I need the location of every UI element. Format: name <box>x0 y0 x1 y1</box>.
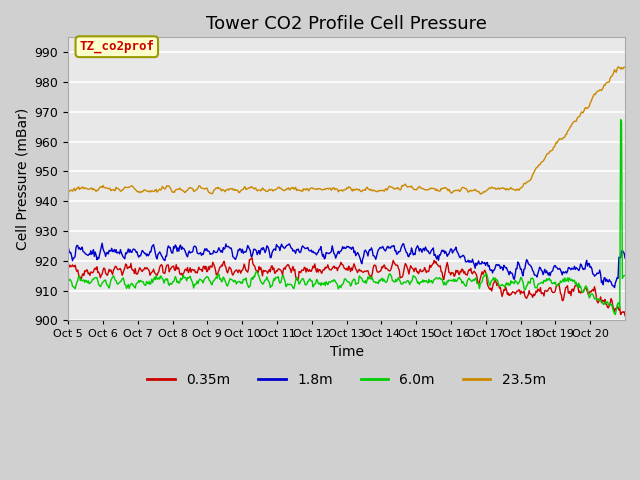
X-axis label: Time: Time <box>330 345 364 359</box>
Legend: 0.35m, 1.8m, 6.0m, 23.5m: 0.35m, 1.8m, 6.0m, 23.5m <box>142 368 551 393</box>
Y-axis label: Cell Pressure (mBar): Cell Pressure (mBar) <box>15 108 29 250</box>
Text: TZ_co2prof: TZ_co2prof <box>79 40 154 53</box>
Title: Tower CO2 Profile Cell Pressure: Tower CO2 Profile Cell Pressure <box>206 15 487 33</box>
